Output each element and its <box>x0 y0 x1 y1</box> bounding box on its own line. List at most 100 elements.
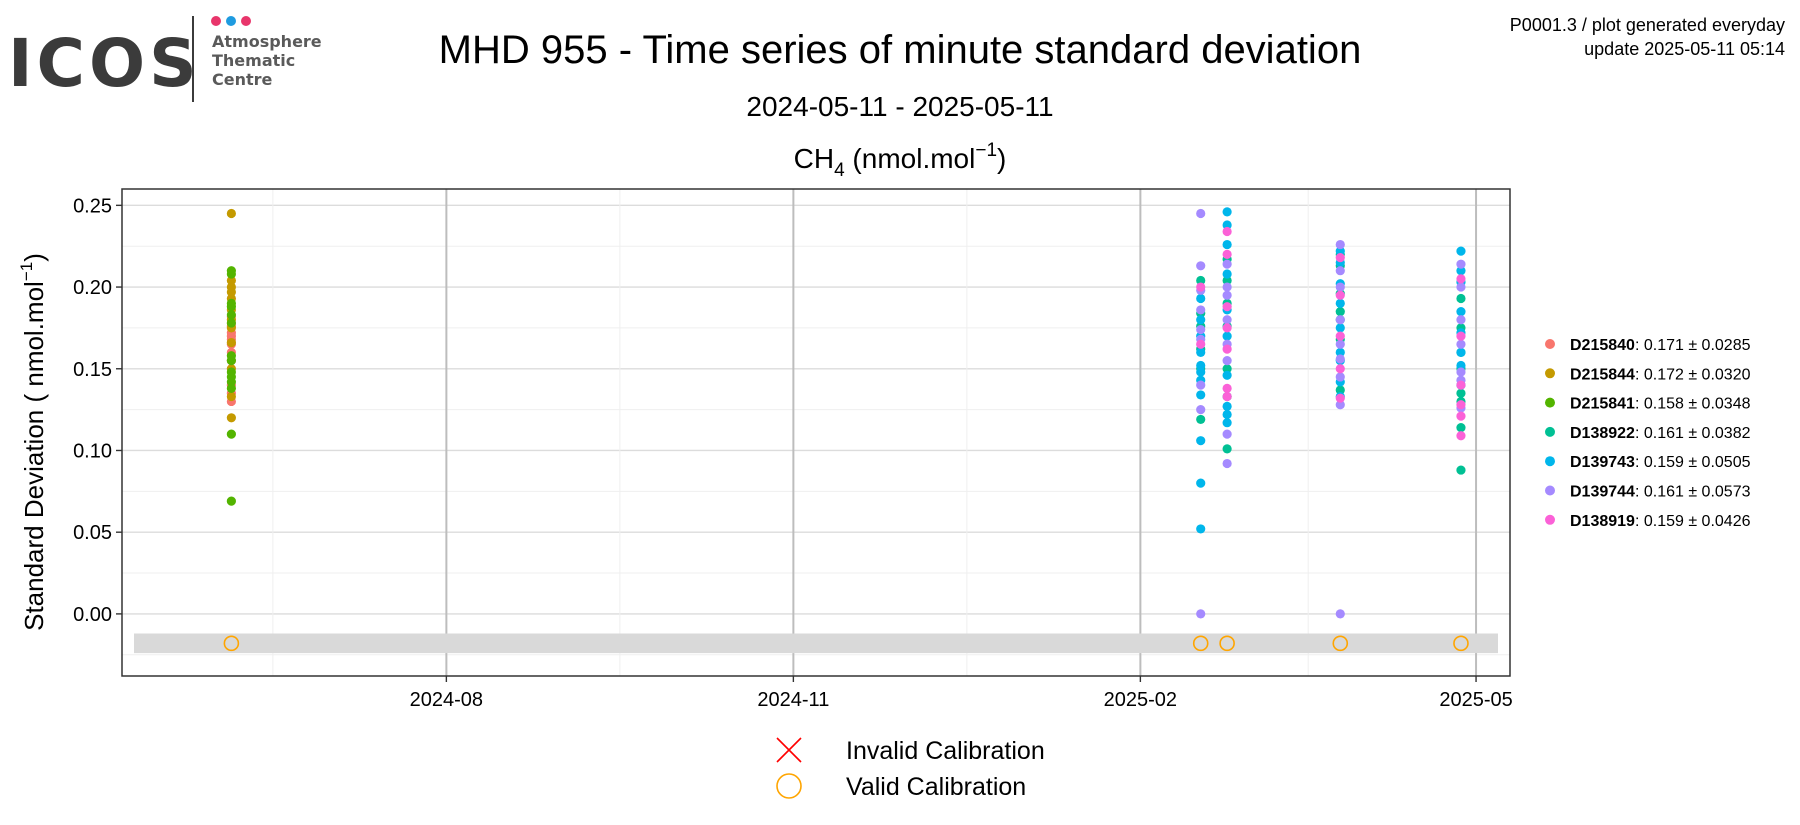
data-point-d138922 <box>1196 414 1206 425</box>
x-tick-label: 2024-08 <box>410 689 483 711</box>
data-point-d139744 <box>1222 259 1232 269</box>
logo-line-thematic: Thematic <box>212 51 295 70</box>
data-point-d138919 <box>1222 226 1232 237</box>
data-point-d138919 <box>1222 391 1232 402</box>
data-point-d215841 <box>226 429 236 439</box>
data-point-d138919 <box>1456 274 1466 284</box>
unit-superscript: −1 <box>975 140 997 161</box>
data-point-d139743 <box>1196 436 1206 446</box>
logo-line-atmosphere: Atmosphere <box>212 32 322 51</box>
data-point-d215841 <box>226 377 236 387</box>
calibration-markers <box>223 635 1469 652</box>
data-point-d215840 <box>226 331 236 341</box>
plot-area: 0.000.050.100.150.200.25 2024-08 2024-11 2… <box>73 188 1513 711</box>
data-point-d138919 <box>1456 431 1466 441</box>
y-tick-label: 0.20 <box>73 277 112 299</box>
gas-base: CH <box>794 143 834 174</box>
data-point-d139744 <box>1196 208 1206 219</box>
calibration-legend: Invalid Calibration Valid Calibration <box>776 737 1045 801</box>
data-point-d139743 <box>1222 220 1232 230</box>
logo-dot <box>211 16 221 26</box>
data-point-d138919 <box>1222 249 1232 259</box>
y-tick-label: 0.15 <box>73 359 112 381</box>
data-point-d139743 <box>1456 306 1466 317</box>
data-point-d139743 <box>1222 239 1232 250</box>
data-point-d139743 <box>1335 298 1345 308</box>
invalid-calibration-label: Invalid Calibration <box>846 737 1045 765</box>
x-tick-label: 2024-11 <box>757 689 829 711</box>
data-point-d215841 <box>226 318 236 328</box>
data-point-d138919 <box>1456 411 1466 421</box>
x-tick-label: 2025-02 <box>1104 689 1177 711</box>
data-point-d139743 <box>1335 347 1345 358</box>
data-point-d138919 <box>1456 380 1466 390</box>
data-point-d215844 <box>226 413 236 423</box>
x-tick-label: 2025-05 <box>1439 689 1512 711</box>
data-point-d139743 <box>1196 478 1206 488</box>
data-point-d139743 <box>1456 347 1466 358</box>
legend-series-stats: : 0.161 ± 0.0573 <box>1635 484 1751 501</box>
y-axis-label-main: Standard Deviation ( nmol.mol <box>19 281 49 631</box>
data-point-d138919 <box>1335 364 1345 374</box>
valid-calibration-label: Valid Calibration <box>846 773 1026 801</box>
legend-series-name: D215841 <box>1570 396 1635 413</box>
data-point-d138919 <box>1456 331 1466 341</box>
update-timestamp: update 2025-05-11 05:14 <box>1584 39 1785 59</box>
plot-version-note: P0001.3 / plot generated everyday <box>1510 15 1785 35</box>
data-point-d215841 <box>226 383 236 393</box>
data-point-d139744 <box>1222 355 1232 366</box>
data-point-d138919 <box>1335 331 1345 341</box>
data-point-d138922 <box>1456 422 1466 433</box>
data-point-d139743 <box>1456 360 1466 371</box>
valid-calibration-marker <box>1332 635 1349 652</box>
data-point-d139744 <box>1456 367 1466 377</box>
data-point-d215841 <box>226 355 236 366</box>
data-point-d215841 <box>226 496 236 506</box>
data-point-d138919 <box>1335 393 1345 403</box>
legend-entry-d138919: D138919: 0.159 ± 0.0426 <box>1570 513 1751 530</box>
data-point-d139743 <box>1335 246 1345 256</box>
legend-entry-d139744: D139744: 0.161 ± 0.0573 <box>1570 484 1751 501</box>
data-point-d138922 <box>1222 364 1232 374</box>
data-point-d138919 <box>1222 383 1232 393</box>
y-axis: 0.00 0.05 0.10 0.15 0.20 0.25 <box>73 195 122 626</box>
data-point-d139744 <box>1335 315 1345 325</box>
logo-word: ICOS <box>8 25 201 102</box>
calibration-band <box>134 633 1498 654</box>
y-tick-label: 0.25 <box>73 195 112 217</box>
data-point-d139743 <box>1456 266 1466 276</box>
data-point-d138919 <box>1222 323 1232 333</box>
data-point-d139744 <box>1335 372 1345 382</box>
valid-calibration-marker <box>1192 635 1209 652</box>
data-point-d138922 <box>1222 444 1232 454</box>
data-point-d139744 <box>1335 400 1345 410</box>
legend-key-d215840 <box>1545 339 1555 349</box>
data-point-d139744 <box>1222 290 1232 300</box>
unit-close: ) <box>997 143 1006 174</box>
data-point-d139744 <box>1196 380 1206 390</box>
data-point-d139744 <box>1335 354 1345 364</box>
data-point-d139744 <box>1456 315 1466 325</box>
data-point-d139743 <box>1222 269 1232 279</box>
logo-line-centre: Centre <box>212 70 273 89</box>
data-points <box>226 207 1466 619</box>
data-point-d139743 <box>1196 390 1206 400</box>
data-point-d139743 <box>1222 370 1232 380</box>
logo-divider <box>192 16 194 102</box>
legend-entry-d139743: D139743: 0.159 ± 0.0505 <box>1570 454 1751 471</box>
legend-entry-d138922: D138922: 0.161 ± 0.0382 <box>1570 425 1751 442</box>
valid-calibration-marker <box>1453 635 1469 652</box>
data-point-d139744 <box>1335 282 1345 292</box>
data-point-d139743 <box>1456 246 1466 256</box>
legend-series-stats: : 0.159 ± 0.0426 <box>1635 513 1751 530</box>
data-point-d139743 <box>1196 360 1206 371</box>
data-point-d139744 <box>1335 609 1345 619</box>
valid-calibration-icon <box>776 773 802 799</box>
data-point-d139744 <box>1335 239 1345 250</box>
gas-subscript: 4 <box>834 160 845 181</box>
data-point-d215844 <box>226 275 236 286</box>
data-point-d139743 <box>1222 401 1232 411</box>
data-point-d138919 <box>1196 339 1206 349</box>
